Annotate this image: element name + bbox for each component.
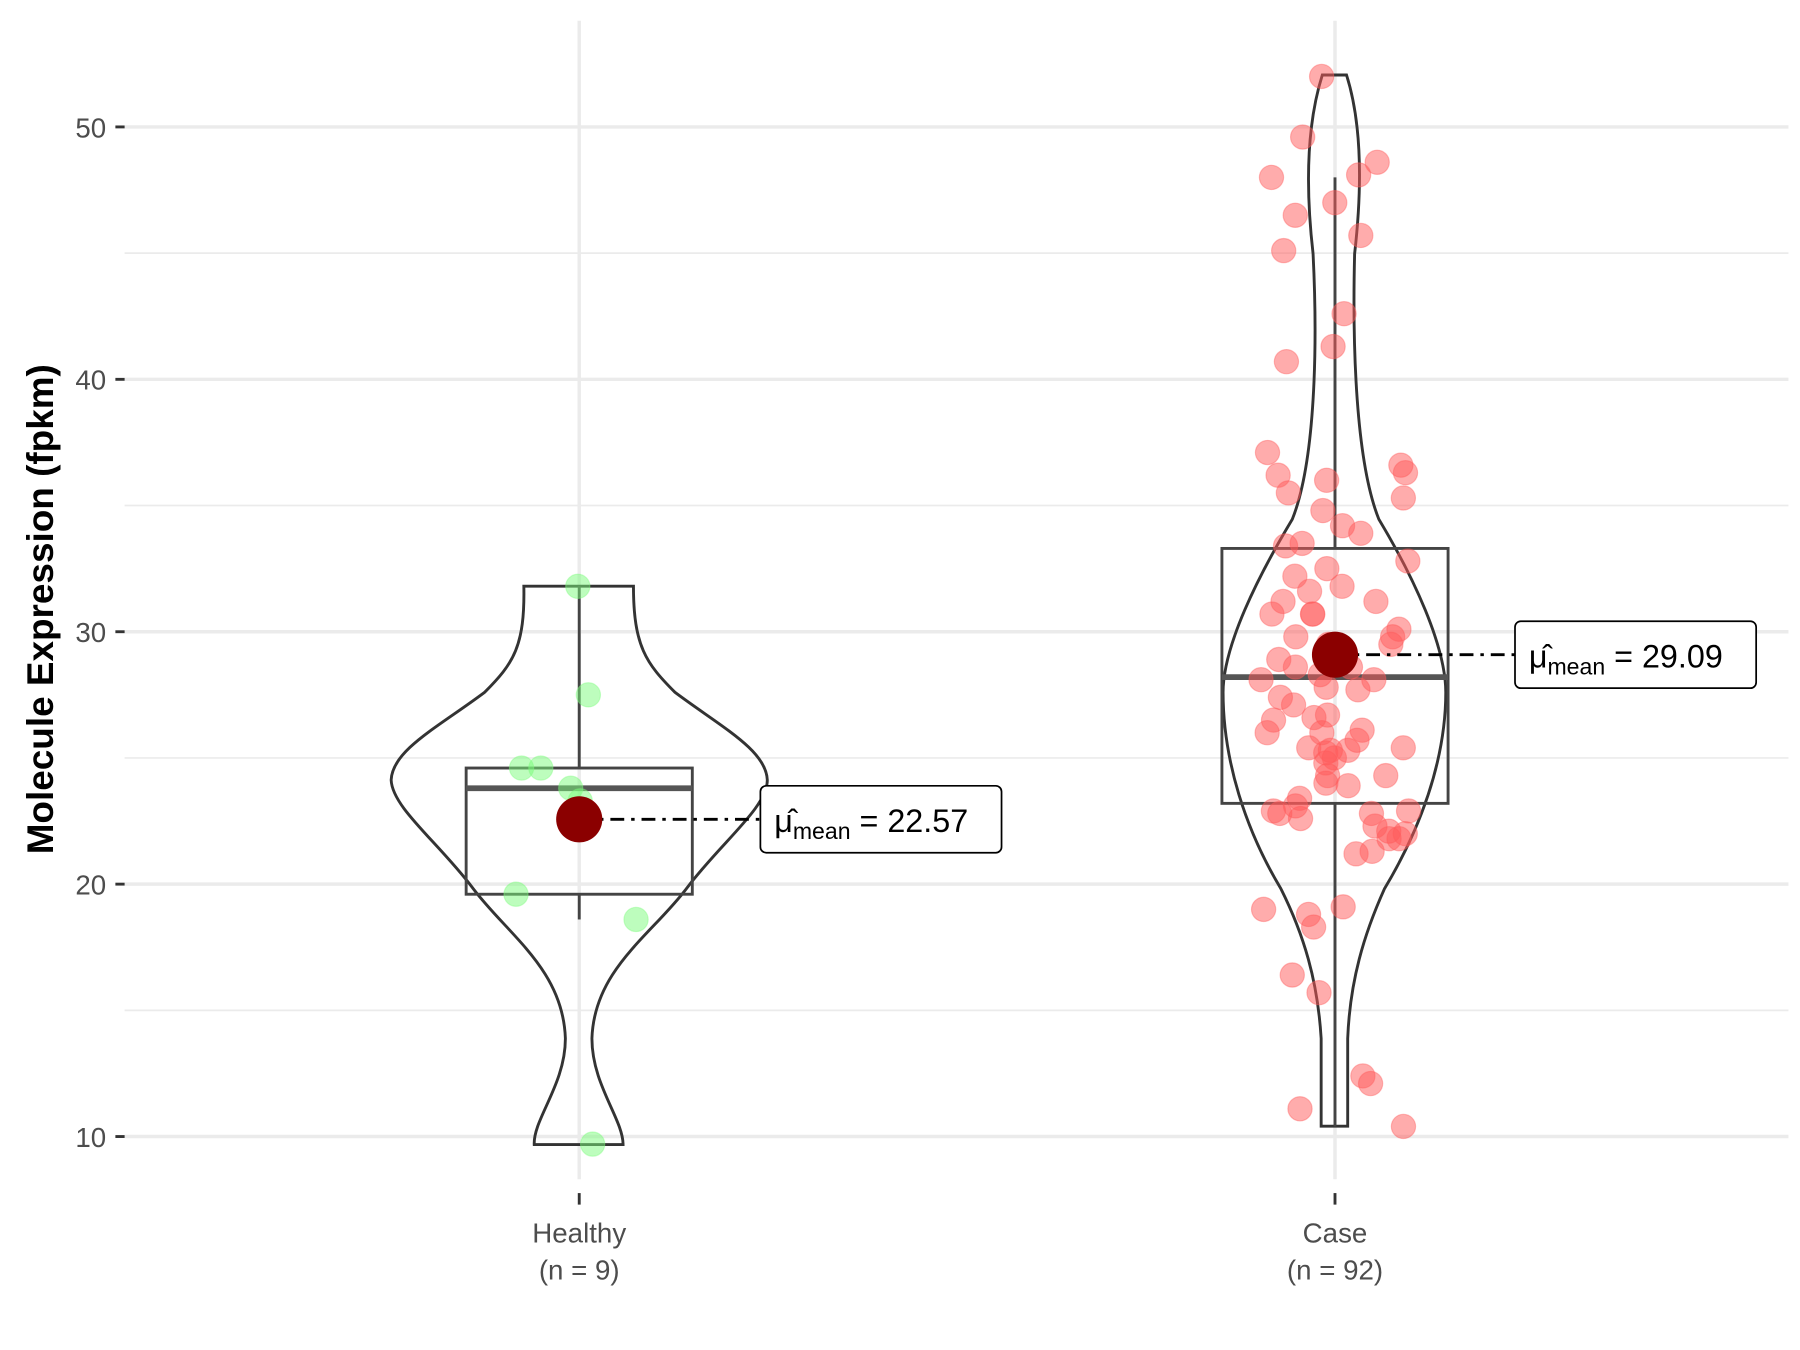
y-tick-label: 50 (75, 112, 106, 143)
mean-point (556, 796, 603, 843)
data-point (1395, 548, 1421, 574)
data-point (1313, 674, 1339, 700)
data-point (1395, 798, 1422, 824)
data-point (1390, 1113, 1417, 1140)
y-tick-label: 30 (75, 617, 106, 648)
data-point (1287, 805, 1314, 832)
data-point (1320, 333, 1346, 360)
data-point (1310, 497, 1336, 524)
data-point (1280, 692, 1307, 718)
data-point (1254, 719, 1280, 746)
data-point (1357, 1070, 1384, 1097)
y-axis-title: Molecule Expression (fpkm) (20, 364, 61, 854)
data-point (1272, 533, 1299, 559)
mean-label: μ̂mean = 22.57 (774, 803, 968, 844)
data-point (1299, 601, 1326, 627)
data-point (1282, 563, 1308, 589)
violin-case (1221, 73, 1448, 1128)
data-point (1279, 962, 1305, 988)
data-point (1254, 439, 1281, 466)
data-point (1331, 301, 1357, 327)
data-point (503, 881, 529, 907)
data-point (579, 1131, 606, 1157)
data-point (1296, 578, 1323, 605)
y-tick-label: 20 (75, 870, 106, 901)
data-point (1283, 624, 1309, 650)
data-point (1348, 520, 1374, 546)
data-point (623, 906, 649, 933)
data-point (1287, 1096, 1313, 1122)
data-point (1373, 762, 1399, 789)
y-axis: 10 20 30 40 50 (75, 112, 125, 1153)
data-point (1348, 222, 1374, 249)
x-tick-count: (n = 9) (539, 1255, 620, 1286)
data-point (1289, 124, 1316, 150)
data-point (1335, 773, 1361, 799)
data-point (1314, 555, 1340, 582)
data-point (1259, 601, 1285, 627)
mean-equals: = (851, 803, 888, 839)
mean-subscript: mean (793, 818, 851, 844)
data-point (1306, 979, 1332, 1006)
data-point (1390, 485, 1417, 511)
mean-subscript: mean (1547, 653, 1605, 679)
mean-equals: = (1605, 638, 1642, 674)
data-point (1376, 826, 1402, 852)
data-point (1317, 737, 1344, 764)
data-point (1322, 189, 1348, 216)
data-point (1248, 666, 1274, 693)
data-point (1275, 480, 1302, 506)
data-point (1266, 646, 1292, 673)
mean-label-box (759, 784, 1003, 854)
data-point (1300, 914, 1327, 940)
box-iqr (464, 766, 694, 896)
data-point (1330, 894, 1356, 920)
data-point (1363, 588, 1389, 615)
y-tick-label: 40 (75, 365, 106, 396)
data-point (1250, 896, 1277, 923)
data-point (1378, 631, 1404, 658)
data-point (575, 682, 602, 708)
mean-value: 29.09 (1642, 638, 1723, 674)
mean-label: μ̂mean = 29.09 (1529, 638, 1723, 679)
data-point (1301, 704, 1327, 731)
data-point (1260, 798, 1287, 824)
data-point (1273, 348, 1300, 375)
data-point (1313, 770, 1339, 796)
data-point (1308, 63, 1335, 90)
y-tick-label: 10 (75, 1122, 106, 1153)
grid (124, 20, 1789, 1180)
data-point (1345, 677, 1371, 703)
data-point (1345, 162, 1372, 188)
mean-label-box (1514, 620, 1758, 690)
mean-value: 22.57 (887, 803, 968, 839)
data-point (1282, 202, 1308, 228)
mean-point (1311, 631, 1359, 678)
violin-healthy (389, 584, 769, 1147)
data-point (1313, 467, 1340, 493)
x-tick-label: Healthy (532, 1218, 626, 1249)
data-point (528, 755, 554, 781)
x-tick-count: (n = 92) (1287, 1255, 1383, 1286)
data-point (1390, 735, 1416, 761)
data-point (1392, 460, 1419, 486)
data-point (1329, 573, 1355, 599)
data-point (1271, 237, 1297, 264)
x-tick-label: Case (1303, 1218, 1368, 1249)
data-point (565, 573, 591, 599)
data-point (1343, 841, 1369, 867)
data-point (1258, 164, 1285, 191)
data-point (1364, 149, 1390, 175)
